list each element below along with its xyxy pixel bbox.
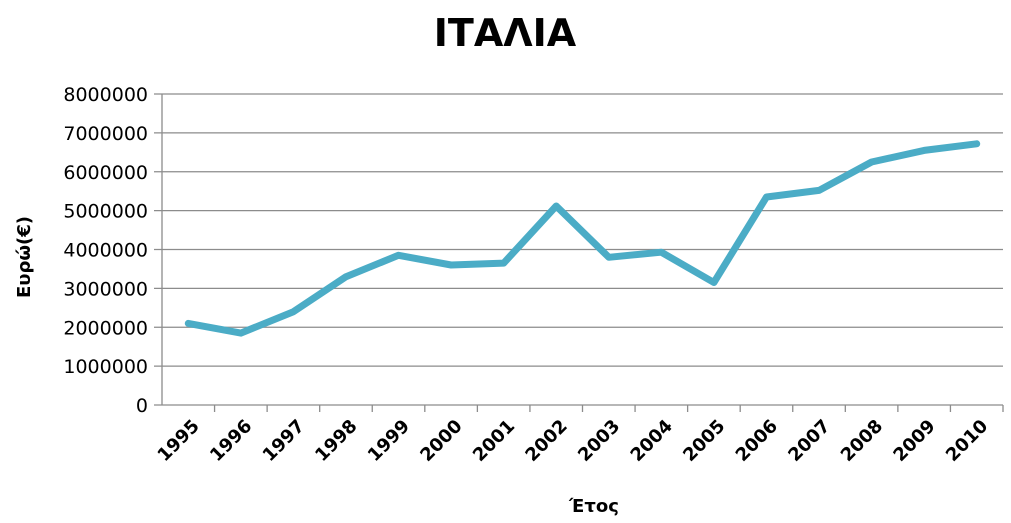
data-point — [871, 161, 873, 163]
data-point — [240, 332, 242, 334]
x-tick-label: 2008 — [837, 416, 887, 466]
data-point — [187, 322, 189, 324]
x-tick-label: 1999 — [364, 416, 414, 466]
x-tick-label: 1998 — [311, 416, 361, 466]
chart-title: ΙΤΑΛΙΑ — [434, 11, 577, 55]
x-tick-label: 2007 — [784, 416, 834, 466]
data-point — [608, 256, 610, 258]
y-tick-label: 2000000 — [63, 317, 148, 339]
x-tick-label: 2005 — [679, 416, 729, 466]
data-point — [555, 205, 557, 207]
data-point — [976, 143, 978, 145]
x-tick-label: 1995 — [154, 416, 204, 466]
y-tick-label: 5000000 — [63, 201, 148, 223]
data-point — [713, 282, 715, 284]
data-point — [818, 189, 820, 191]
y-axis-ticks: 0 1000000 2000000 3000000 4000000 5000000 6000… — [63, 84, 148, 417]
grid-layer — [154, 93, 1003, 406]
data-point — [292, 311, 294, 313]
y-tick-label: 8000000 — [63, 84, 148, 106]
x-tick-label: 2002 — [521, 416, 571, 466]
x-tick-label: 1996 — [206, 416, 256, 466]
series-layer — [184, 140, 981, 337]
data-point — [765, 196, 767, 198]
data-point — [503, 262, 505, 264]
data-point — [450, 264, 452, 266]
y-axis-label: Ευρώ(€) — [14, 216, 35, 298]
y-tick-label: 6000000 — [63, 162, 148, 184]
x-tick-label: 2009 — [889, 416, 939, 466]
x-tick-label: 2004 — [627, 416, 677, 466]
data-point — [398, 254, 400, 256]
data-point — [660, 251, 662, 253]
x-tick-label: 1997 — [259, 416, 309, 466]
x-tick-label: 2000 — [416, 416, 466, 466]
x-tick-label: 2010 — [942, 416, 992, 466]
x-axis-label: Έτος — [568, 496, 619, 517]
y-tick-label: 7000000 — [63, 123, 148, 145]
series-line — [184, 140, 981, 337]
y-tick-label: 0 — [136, 395, 148, 417]
y-tick-label: 3000000 — [63, 278, 148, 300]
y-tick-label: 1000000 — [63, 356, 148, 378]
x-tick-label: 2003 — [574, 416, 624, 466]
data-point — [923, 149, 925, 151]
x-axis-ticks: 1995 1996 1997 1998 1999 2000 2001 2002 2003 2004… — [154, 405, 1004, 466]
data-point — [345, 276, 347, 278]
x-tick-label: 2006 — [732, 416, 782, 466]
x-tick-label: 2001 — [469, 416, 519, 466]
y-tick-label: 4000000 — [63, 240, 148, 262]
